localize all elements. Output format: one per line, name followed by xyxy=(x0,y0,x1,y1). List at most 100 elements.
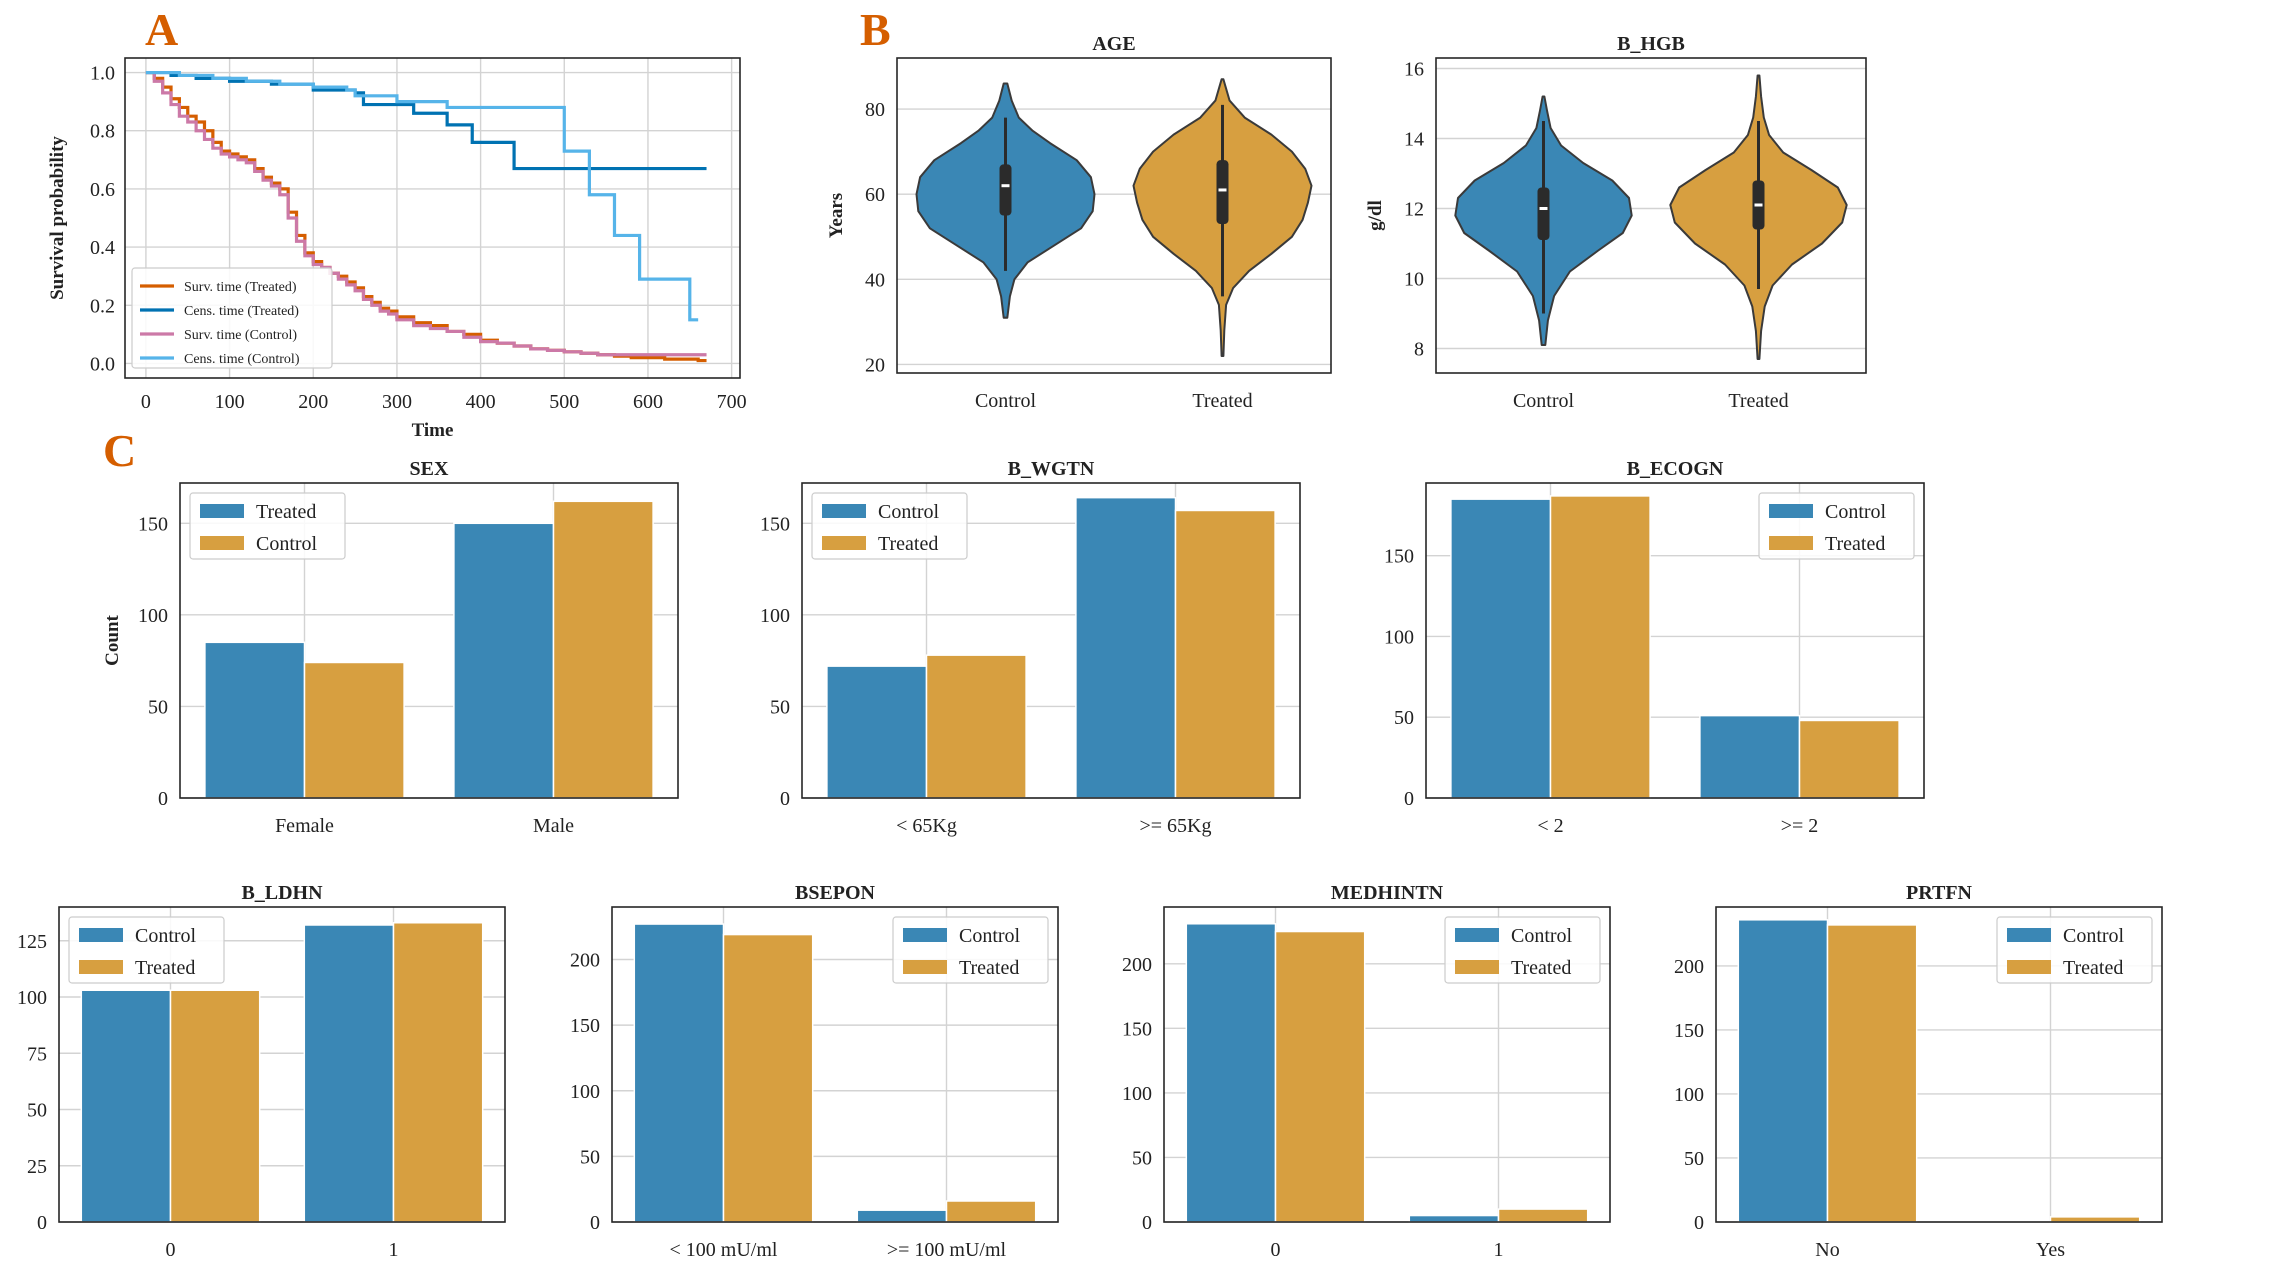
prtfn-legend-label: Treated xyxy=(2063,957,2123,979)
km-ytick-label: 0.0 xyxy=(90,353,115,375)
hgb-ytick-label: 14 xyxy=(1404,129,1424,151)
ldhn-legend-swatch xyxy=(79,928,123,942)
bsepon-legend-swatch xyxy=(903,960,947,974)
panel-label-c: C xyxy=(103,425,136,476)
sex-bar xyxy=(453,522,555,799)
km-series-1 xyxy=(145,70,707,171)
km-xtick-label: 700 xyxy=(717,391,747,413)
hgb-frame xyxy=(1435,57,1867,374)
sex-bar xyxy=(303,661,405,799)
medhintn-xtick-label: 1 xyxy=(1494,1239,1504,1261)
prtfn-ytick-label: 0 xyxy=(1694,1212,1704,1234)
bsepon-ytick-label: 50 xyxy=(580,1146,600,1168)
km-xtick-label: 500 xyxy=(549,391,579,413)
medhintn-bar xyxy=(1408,1214,1500,1223)
hgb-chart xyxy=(1435,57,1867,374)
medhintn-legend-swatch xyxy=(1455,928,1499,942)
hgb-xtick-label: Treated xyxy=(1728,390,1788,412)
ecogn-ytick-label: 150 xyxy=(1384,546,1414,568)
km-xtick-label: 100 xyxy=(215,391,245,413)
ldhn-ytick-label: 50 xyxy=(27,1100,47,1122)
age-ylabel: Years xyxy=(826,193,847,238)
prtfn-xtick-label: No xyxy=(1815,1239,1839,1261)
medhintn-frame xyxy=(1163,906,1611,1223)
wgtn-legend-label: Control xyxy=(878,501,940,523)
sex-ytick-label: 0 xyxy=(158,788,168,810)
wgtn-ytick-label: 150 xyxy=(760,513,790,535)
age-iqr-box xyxy=(999,164,1012,216)
wgtn-ytick-label: 0 xyxy=(780,788,790,810)
ldhn-legend-swatch xyxy=(79,960,123,974)
ldhn-xtick-label: 1 xyxy=(389,1239,399,1261)
prtfn-ytick-label: 200 xyxy=(1674,956,1704,978)
prtfn-legend-swatch xyxy=(2007,960,2051,974)
ldhn-ytick-label: 75 xyxy=(27,1043,47,1065)
medhintn-chart xyxy=(1163,906,1611,1223)
sex-legend-label: Control xyxy=(256,533,318,555)
sex-chart xyxy=(179,482,679,799)
bsepon-chart xyxy=(611,906,1059,1223)
sex-frame xyxy=(179,482,679,799)
km-ytick-label: 0.6 xyxy=(90,179,115,201)
km-xtick-label: 400 xyxy=(466,391,496,413)
medhintn-bar xyxy=(1185,923,1277,1223)
bsepon-bar xyxy=(856,1209,948,1223)
ldhn-bar xyxy=(392,922,484,1223)
age-frame xyxy=(896,57,1332,374)
medhintn-xtick-label: 0 xyxy=(1271,1239,1281,1261)
sex-legend-swatch xyxy=(200,504,244,518)
wgtn-bar xyxy=(1075,496,1177,799)
wgtn-chart xyxy=(801,482,1301,799)
ldhn-ytick-label: 125 xyxy=(17,931,47,953)
ecogn-ytick-label: 50 xyxy=(1394,707,1414,729)
ldhn-title: B_LDHN xyxy=(241,882,323,904)
km-frame xyxy=(124,57,741,379)
prtfn-bar xyxy=(1826,924,1918,1223)
prtfn-chart xyxy=(1715,906,2163,1223)
km-ylabel: Survival probability xyxy=(47,136,68,300)
medhintn-bar xyxy=(1497,1208,1589,1223)
hgb-title: B_HGB xyxy=(1617,33,1685,55)
ecogn-title: B_ECOGN xyxy=(1627,458,1724,480)
age-chart xyxy=(896,57,1332,374)
bsepon-bar xyxy=(722,933,814,1223)
km-xtick-label: 300 xyxy=(382,391,412,413)
ecogn-xtick-label: >= 2 xyxy=(1781,815,1819,837)
wgtn-bar xyxy=(925,654,1027,799)
wgtn-ytick-label: 100 xyxy=(760,605,790,627)
age-ytick-label: 20 xyxy=(865,354,885,376)
ldhn-bar xyxy=(80,989,172,1223)
ecogn-legend-swatch xyxy=(1769,536,1813,550)
bsepon-ytick-label: 200 xyxy=(570,950,600,972)
wgtn-xtick-label: >= 65Kg xyxy=(1139,815,1211,837)
ldhn-xtick-label: 0 xyxy=(166,1239,176,1261)
km-xtick-label: 0 xyxy=(141,391,151,413)
medhintn-ytick-label: 200 xyxy=(1122,954,1152,976)
hgb-xtick-label: Control xyxy=(1513,390,1575,412)
ecogn-ytick-label: 0 xyxy=(1404,788,1414,810)
age-title: AGE xyxy=(1092,33,1135,55)
sex-legend-swatch xyxy=(200,536,244,550)
sex-legend-label: Treated xyxy=(256,501,316,523)
prtfn-legend-label: Control xyxy=(2063,925,2125,947)
ecogn-legend-label: Treated xyxy=(1825,533,1885,555)
medhintn-ytick-label: 100 xyxy=(1122,1083,1152,1105)
panel-label-a: A xyxy=(145,4,178,55)
sex-ylabel: Count xyxy=(102,614,123,665)
sex-bar xyxy=(552,500,654,799)
prtfn-title: PRTFN xyxy=(1906,882,1973,904)
ecogn-legend-label: Control xyxy=(1825,501,1887,523)
ldhn-chart xyxy=(58,906,506,1223)
ecogn-chart xyxy=(1425,482,1925,799)
ecogn-bar xyxy=(1549,495,1651,799)
age-ytick-label: 80 xyxy=(865,99,885,121)
hgb-ytick-label: 10 xyxy=(1404,269,1424,291)
sex-ytick-label: 50 xyxy=(148,696,168,718)
km-series-3 xyxy=(145,70,699,322)
wgtn-legend-label: Treated xyxy=(878,533,938,555)
km-legend xyxy=(131,267,333,369)
hgb-ytick-label: 16 xyxy=(1404,59,1424,81)
bsepon-title: BSEPON xyxy=(795,882,876,904)
km-legend-label: Cens. time (Treated) xyxy=(184,304,299,319)
